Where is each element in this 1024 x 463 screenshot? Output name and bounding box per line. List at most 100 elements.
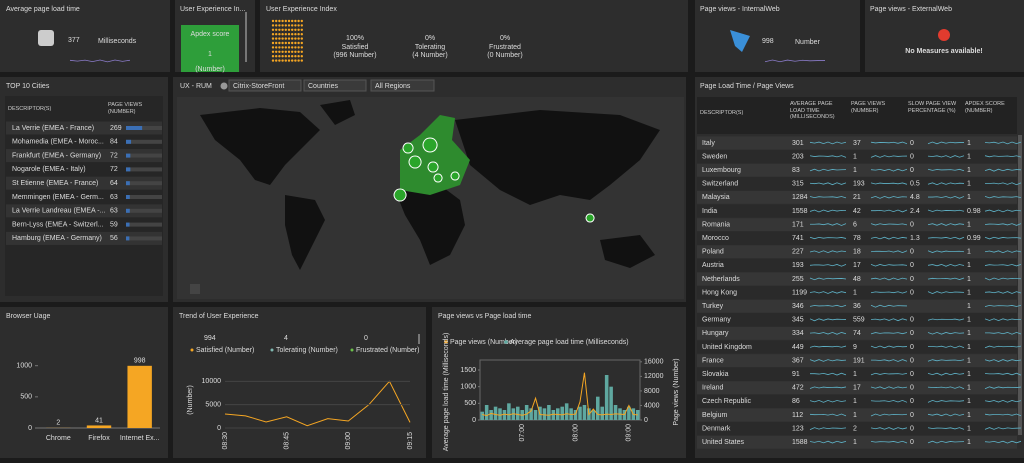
dot — [285, 46, 287, 48]
dot — [281, 59, 283, 61]
cell-value: 0 — [910, 398, 914, 405]
cell-value: 0 — [910, 412, 914, 419]
bar — [126, 140, 131, 144]
dot — [281, 46, 283, 48]
cell-value: 1 — [967, 289, 971, 296]
dot — [281, 33, 283, 35]
dot — [297, 51, 299, 53]
country: United Kingdom — [702, 344, 752, 351]
dot — [278, 46, 280, 48]
kpi-unit: Number — [795, 39, 821, 46]
dot — [278, 24, 280, 26]
cell-value: 0 — [910, 140, 914, 147]
city-name: St Etienne (EMEA - France) — [12, 180, 98, 187]
cell-value: 1.3 — [910, 235, 920, 242]
dropdown-label: Countries — [308, 83, 338, 90]
city-views: 59 — [110, 221, 118, 228]
column-header: DESCRIPTOR(S) — [700, 110, 755, 117]
cell-value: 193 — [792, 262, 804, 269]
country: Luxembourg — [702, 167, 741, 174]
bar-track — [126, 195, 162, 199]
cell-value: 1 — [967, 276, 971, 283]
dot — [301, 37, 303, 39]
dot — [281, 55, 283, 57]
bar — [126, 167, 130, 171]
cell-value: 1558 — [792, 208, 808, 215]
world-map — [177, 97, 684, 299]
dot — [294, 29, 296, 31]
dot — [297, 42, 299, 44]
cell-value: 345 — [792, 317, 804, 324]
dot — [281, 20, 283, 22]
panel-title: Average page load time — [6, 6, 80, 13]
dot — [275, 46, 277, 48]
dot — [272, 59, 274, 61]
bar-track — [126, 181, 162, 185]
dot — [285, 42, 287, 44]
x-tick-label: 09:15 — [407, 432, 414, 450]
dot — [275, 20, 277, 22]
cell-value: 0 — [910, 289, 914, 296]
country: Slovakia — [702, 371, 729, 378]
dot — [288, 42, 290, 44]
panel-title: TOP 10 Cities — [6, 83, 50, 90]
dot — [297, 55, 299, 57]
country: Netherlands — [702, 276, 740, 283]
cell-value: 1 — [853, 153, 857, 160]
cell-value: 0 — [910, 153, 914, 160]
bar — [583, 405, 587, 420]
ux-name: Tolerating — [415, 44, 445, 51]
apdex-unit: (Number) — [195, 66, 225, 73]
dot — [291, 51, 293, 53]
dot — [285, 20, 287, 22]
cell-value: 193 — [853, 181, 865, 188]
cell-value: 1 — [967, 371, 971, 378]
dot — [285, 51, 287, 53]
x-tick-label: 09:00 — [626, 424, 633, 442]
cell-value: 301 — [792, 140, 804, 147]
city-views: 63 — [110, 208, 118, 215]
help-icon — [221, 83, 228, 90]
ux-percent: 100% — [346, 35, 364, 42]
kpi-value: 4 — [284, 335, 288, 342]
cell-value: 0 — [910, 262, 914, 269]
panel-title: Page views - InternalWeb — [700, 6, 780, 13]
dot — [294, 24, 296, 26]
y-tick-label: 0 — [217, 425, 221, 432]
column-header: PAGE VIEWS (NUMBER) — [108, 102, 160, 115]
cell-value: 367 — [792, 357, 804, 364]
city-views: 72 — [110, 166, 118, 173]
cell-value: 83 — [792, 167, 800, 174]
y-tick-label: 0 — [472, 417, 476, 424]
city-views: 84 — [110, 139, 118, 146]
bar — [126, 181, 130, 185]
dot — [301, 33, 303, 35]
panel-title: Browser Uage — [6, 313, 50, 320]
cell-value: 0 — [910, 439, 914, 446]
bar — [489, 410, 493, 420]
bar — [600, 407, 604, 420]
alert-icon — [938, 29, 950, 41]
y-axis-label: Average page load time (Milliseconds) — [443, 333, 450, 452]
panel-title: Page views vs Page load time — [438, 313, 531, 320]
city-views: 64 — [110, 180, 118, 187]
cell-value: 0 — [910, 330, 914, 337]
apdex-value: 1 — [208, 51, 212, 58]
column-header: AVERAGE PAGE LOAD TIME (MILLISECONDS) — [790, 101, 845, 121]
bar — [494, 407, 498, 420]
cell-value: 1 — [967, 303, 971, 310]
cell-value: 1 — [967, 344, 971, 351]
cell-value: 0 — [910, 221, 914, 228]
cell-value: 227 — [792, 249, 804, 256]
dot — [288, 24, 290, 26]
cell-value: 1 — [967, 398, 971, 405]
bar — [87, 425, 111, 428]
bar-track — [126, 209, 162, 213]
ux-count: (0 Number) — [487, 52, 522, 59]
ux-percent: 0% — [500, 35, 510, 42]
city-name: Hamburg (EMEA - Germany) — [12, 235, 102, 242]
dot — [278, 55, 280, 57]
dot — [301, 59, 303, 61]
column-header-box: DESCRIPTOR(S) — [8, 106, 98, 118]
dot — [275, 51, 277, 53]
